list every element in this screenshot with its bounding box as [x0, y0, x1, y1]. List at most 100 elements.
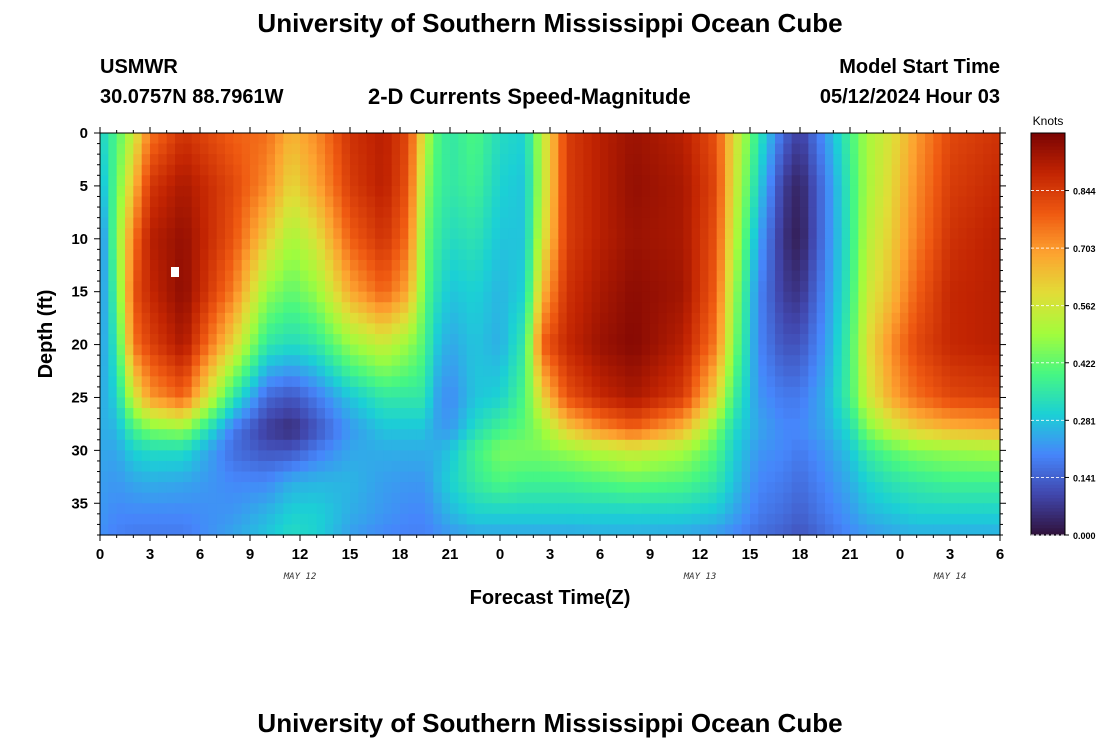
heatmap-cell — [516, 207, 526, 219]
heatmap-cell — [808, 164, 818, 176]
heatmap-cell — [525, 386, 534, 399]
heatmap-cell — [183, 408, 193, 420]
heatmap-cell — [900, 503, 909, 515]
x-tick-label: 18 — [392, 546, 409, 563]
heatmap-cell — [666, 249, 676, 261]
heatmap-cell — [966, 185, 976, 198]
heatmap-cell — [391, 450, 401, 462]
heatmap-cell — [933, 143, 943, 155]
heatmap-cell — [341, 302, 351, 314]
heatmap-cell — [266, 503, 276, 515]
heatmap-cell — [358, 429, 368, 441]
heatmap-cell — [783, 524, 793, 536]
heatmap-cell — [325, 175, 334, 187]
heatmap-cell — [441, 312, 451, 325]
heatmap-cell — [250, 133, 259, 145]
heatmap-cell — [391, 154, 401, 166]
heatmap-cell — [450, 238, 459, 250]
heatmap-cell — [475, 460, 484, 473]
heatmap-cell — [525, 524, 534, 536]
heatmap-cell — [450, 492, 459, 504]
heatmap-cell — [900, 429, 909, 441]
heatmap-cell — [700, 482, 709, 494]
heatmap-cell — [600, 397, 609, 409]
heatmap-cell — [425, 312, 434, 325]
heatmap-cell — [541, 503, 551, 515]
heatmap-cell — [675, 312, 684, 325]
heatmap-cell — [725, 344, 734, 356]
heatmap-cell — [208, 344, 218, 356]
heatmap-cell — [800, 164, 809, 176]
heatmap-cell — [966, 259, 976, 272]
heatmap-cell — [433, 228, 443, 240]
heatmap-cell — [966, 238, 976, 250]
heatmap-cell — [975, 355, 984, 367]
heatmap-cell — [425, 503, 434, 515]
heatmap-cell — [775, 471, 784, 483]
heatmap-cell — [725, 270, 734, 282]
heatmap-cell — [875, 450, 884, 462]
heatmap-cell — [550, 418, 559, 430]
heatmap-cell — [566, 143, 576, 155]
heatmap-cell — [583, 259, 593, 272]
heatmap-cell — [566, 524, 576, 536]
heatmap-cell — [816, 196, 826, 208]
chart-subtitle: 2-D Currents Speed-Magnitude — [368, 84, 691, 109]
heatmap-cell — [233, 154, 243, 166]
heatmap-cell — [408, 259, 418, 272]
heatmap-cell — [100, 513, 109, 526]
heatmap-cell — [583, 270, 593, 282]
heatmap-cell — [275, 133, 284, 145]
heatmap-cell — [525, 270, 534, 282]
heatmap-cell — [116, 513, 126, 526]
heatmap-cell — [558, 344, 568, 356]
heatmap-cell — [433, 429, 443, 441]
heatmap-cell — [783, 270, 793, 282]
heatmap-cell — [241, 228, 251, 240]
heatmap-cell — [600, 323, 609, 335]
heatmap-cell — [291, 323, 301, 335]
heatmap-cell — [466, 503, 476, 515]
heatmap-cell — [825, 513, 834, 526]
heatmap-cell — [433, 249, 443, 261]
heatmap-cell — [791, 471, 801, 483]
heatmap-cell — [350, 376, 359, 388]
heatmap-cell — [500, 386, 509, 399]
heatmap-cell — [316, 217, 326, 229]
colorbar-segment — [1031, 414, 1065, 419]
heatmap-cell — [691, 312, 701, 325]
heatmap-cell — [100, 429, 109, 441]
heatmap-cell — [316, 164, 326, 176]
heatmap-cell — [600, 154, 609, 166]
heatmap-cell — [833, 503, 843, 515]
heatmap-cell — [458, 460, 468, 473]
heatmap-cell — [691, 492, 701, 504]
heatmap-cell — [566, 334, 576, 346]
heatmap-cell — [425, 365, 434, 377]
heatmap-cell — [133, 418, 143, 430]
heatmap-cell — [783, 418, 793, 430]
heatmap-cell — [641, 312, 651, 325]
heatmap-cell — [983, 270, 993, 282]
heatmap-cell — [950, 524, 959, 536]
heatmap-cell — [750, 154, 759, 166]
heatmap-cell — [975, 164, 984, 176]
heatmap-cell — [141, 143, 151, 155]
heatmap-cell — [666, 355, 676, 367]
heatmap-cell — [991, 386, 1001, 399]
heatmap-cell — [816, 228, 826, 240]
heatmap-cell — [200, 492, 209, 504]
heatmap-cell — [583, 185, 593, 198]
heatmap-cell — [575, 503, 584, 515]
heatmap-cell — [475, 207, 484, 219]
heatmap-cell — [250, 228, 259, 240]
heatmap-cell — [608, 482, 618, 494]
heatmap-cell — [108, 291, 118, 303]
heatmap-cell — [591, 302, 601, 314]
heatmap-cell — [325, 334, 334, 346]
heatmap-cell — [191, 291, 201, 303]
heatmap-cell — [516, 418, 526, 430]
heatmap-cell — [491, 291, 501, 303]
heatmap-cell — [466, 492, 476, 504]
heatmap-cell — [241, 217, 251, 229]
